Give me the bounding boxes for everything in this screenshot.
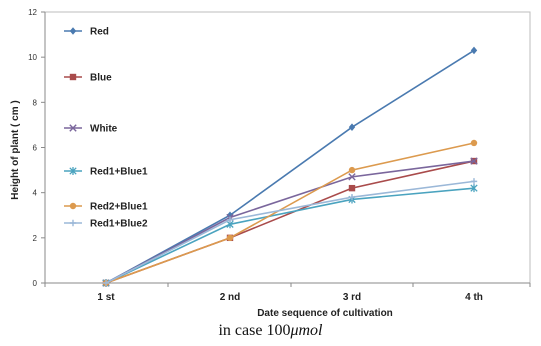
legend-item-red1-blue1: Red1+Blue1: [64, 167, 148, 178]
series-red: [102, 46, 478, 287]
data-point-red: [226, 211, 234, 220]
series-line-red1-blue1: [105, 187, 475, 284]
x-tick-label: 1 st: [97, 292, 115, 303]
series-group: [102, 46, 478, 287]
series-blue: [102, 157, 478, 287]
legend-item-white: White: [64, 124, 118, 135]
series-line-red2-blue1: [105, 142, 475, 284]
legend-marker: [69, 124, 77, 132]
series-line-blue: [105, 160, 475, 284]
legend-item-red2-blue1: Red2+Blue1: [64, 202, 148, 213]
data-point-red: [348, 123, 356, 131]
caption-unit: μmol: [290, 322, 323, 339]
series-red1-blue1: [102, 184, 478, 287]
y-tick-label: 6: [33, 144, 38, 153]
caption-prefix: in case 100: [218, 322, 291, 339]
data-point-red2-blue1: [348, 166, 356, 174]
y-tick-label: 4: [33, 189, 38, 198]
y-axis: 0 2 4 6 8 10 12: [28, 8, 46, 288]
data-point-white: [348, 173, 356, 181]
legend-label: Red1+Blue1: [90, 167, 148, 178]
legend-marker: [69, 27, 77, 35]
data-point-red1-blue2: [226, 216, 234, 223]
legend-label: White: [90, 124, 118, 135]
data-point-red1-blue2: [102, 279, 110, 287]
legend: Red Blue White Red1+Blue1 Red2+Blue1 Red1+Blu…: [64, 27, 148, 230]
series-white: [102, 157, 478, 287]
data-point-red1-blue2: [348, 193, 356, 201]
x-tick-label: 2 nd: [220, 292, 241, 303]
y-tick-label: 0: [33, 279, 38, 288]
y-tick-label: 8: [33, 98, 38, 107]
legend-marker: [69, 167, 77, 175]
figure-caption: in case 100μmol: [0, 322, 541, 340]
data-point-red2-blue1: [470, 139, 478, 147]
legend-label: Red1+Blue2: [90, 219, 148, 230]
legend-item-red: Red: [64, 27, 109, 38]
legend-marker: [69, 202, 77, 210]
data-point-white: [470, 157, 478, 165]
data-point-red1-blue2: [470, 178, 478, 185]
data-point-red: [470, 46, 478, 55]
legend-label: Blue: [90, 73, 112, 84]
y-tick-label: 2: [33, 234, 38, 243]
legend-marker: [69, 219, 77, 227]
y-axis-title: Height of plant ( cm ): [10, 100, 21, 199]
x-axis: 1 st 2 nd 3 rd 4 th: [44, 282, 531, 303]
legend-item-red1-blue2: Red1+Blue2: [64, 219, 148, 230]
y-tick-label: 12: [28, 8, 37, 17]
data-point-red2-blue1: [226, 234, 234, 242]
series-line-white: [105, 160, 475, 284]
x-tick-label: 4 th: [465, 292, 483, 303]
series-red1-blue2: [102, 178, 478, 287]
x-tick-label: 3 rd: [343, 292, 361, 303]
legend-label: Red: [90, 27, 109, 38]
data-point-blue: [348, 184, 356, 192]
legend-label: Red2+Blue1: [90, 202, 148, 213]
data-point-red1-blue1: [470, 184, 478, 193]
series-line-red1-blue2: [105, 180, 475, 284]
x-axis-title: Date sequence of cultivation: [257, 308, 393, 319]
series-line-red: [105, 49, 475, 284]
y-tick-label: 10: [28, 53, 37, 62]
legend-item-blue: Blue: [64, 73, 112, 84]
series-red2-blue1: [102, 139, 478, 287]
legend-marker: [69, 73, 77, 81]
